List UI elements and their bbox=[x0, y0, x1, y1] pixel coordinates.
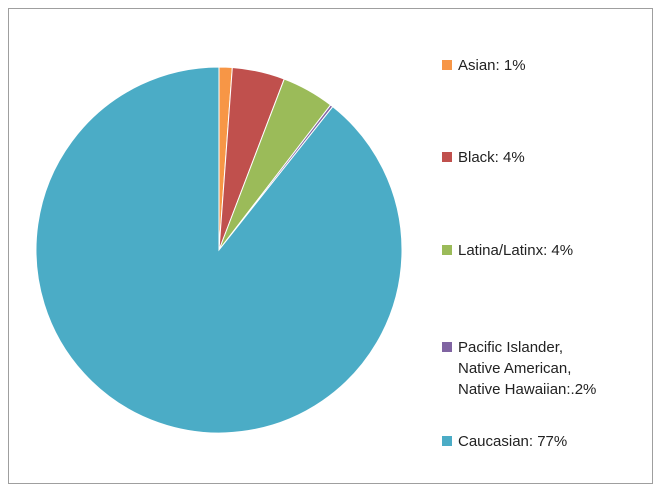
legend-swatch-black bbox=[442, 152, 452, 162]
legend-item-asian: Asian: 1% bbox=[442, 55, 647, 76]
legend-label-pacific-islander-line-1: Pacific Islander, bbox=[458, 339, 564, 356]
legend-label-pacific-islander: Pacific Islander, Native American, Nativ… bbox=[458, 337, 596, 400]
legend-label-black: Black: 4% bbox=[458, 147, 525, 168]
pie-slice-caucasian bbox=[35, 66, 403, 434]
legend-label-latina-latinx: Latina/Latinx: 4% bbox=[458, 240, 573, 261]
legend-label-caucasian-line-1: Caucasian: 77% bbox=[458, 433, 568, 450]
legend-label-caucasian: Caucasian: 77% bbox=[458, 431, 567, 452]
legend-label-asian: Asian: 1% bbox=[458, 55, 526, 76]
legend-item-pacific-islander: Pacific Islander, Native American, Nativ… bbox=[442, 337, 647, 400]
legend-swatch-pacific-islander bbox=[442, 342, 452, 352]
legend-item-latina-latinx: Latina/Latinx: 4% bbox=[442, 240, 647, 261]
legend-swatch-latina-latinx bbox=[442, 245, 452, 255]
legend-item-caucasian: Caucasian: 77% bbox=[442, 431, 647, 452]
legend-label-black-line-1: Black: 4% bbox=[458, 149, 525, 166]
pie-slices bbox=[35, 66, 403, 434]
legend-swatch-asian bbox=[442, 60, 452, 70]
legend-label-latina-latinx-line-1: Latina/Latinx: 4% bbox=[458, 242, 574, 259]
legend-swatch-caucasian bbox=[442, 436, 452, 446]
legend-item-black: Black: 4% bbox=[442, 147, 647, 168]
legend-label-pacific-islander-line-3: Native Hawaiian:.2% bbox=[458, 381, 597, 398]
legend-label-pacific-islander-line-2: Native American, bbox=[458, 360, 572, 377]
legend-label-asian-line-1: Asian: 1% bbox=[458, 57, 526, 74]
